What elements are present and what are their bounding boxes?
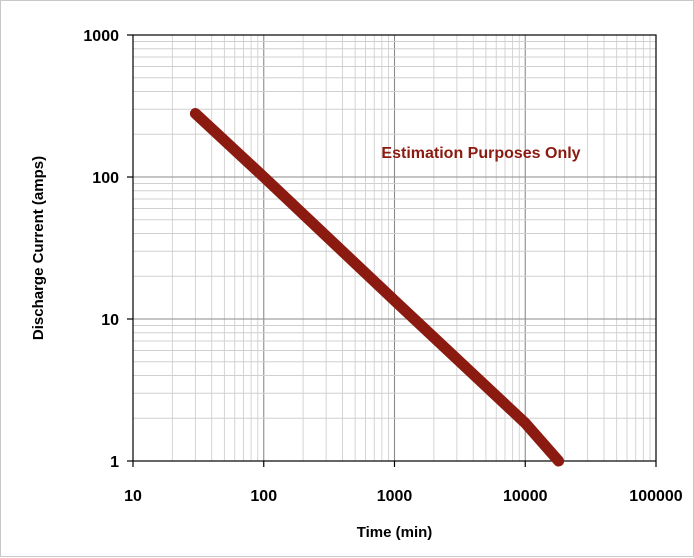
y-tick-label: 100 [92,170,119,187]
y-tick-label: 10 [101,312,119,329]
x-tick-label: 1000 [377,488,413,505]
x-tick-label: 10 [124,488,142,505]
grid [133,35,656,461]
y-axis-title: Discharge Current (amps) [30,156,47,340]
y-tick-label: 1000 [83,28,119,45]
x-tick-labels: 10 100 1000 10000 100000 [124,461,683,505]
x-tick-label: 100 [250,488,277,505]
series-line [189,108,565,467]
estimation-annotation: Estimation Purposes Only [381,145,580,162]
x-tick-label: 100000 [629,488,682,505]
series-group [189,108,565,467]
y-tick-label: 1 [110,454,119,471]
x-axis-title: Time (min) [357,524,433,541]
y-tick-labels: 1 10 100 1000 [83,28,133,471]
x-tick-label: 10000 [503,488,548,505]
